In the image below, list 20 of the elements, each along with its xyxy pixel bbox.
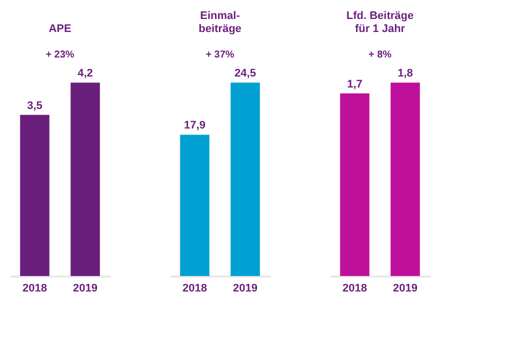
data-label: 1,8 xyxy=(398,68,413,80)
data-label: 17,9 xyxy=(184,120,206,132)
x-tick-label: 2018 xyxy=(22,282,47,294)
text: + 8% xyxy=(368,49,392,60)
text: beiträge xyxy=(198,23,242,35)
data-label: 4,2 xyxy=(78,68,93,80)
chart-title: APE xyxy=(48,23,72,35)
text: + 23% xyxy=(46,49,74,60)
x-tick-label: 2019 xyxy=(393,282,418,294)
text: Lfd. Beiträge xyxy=(346,10,414,22)
data-label: 1,7 xyxy=(347,78,362,90)
text: Einmal- xyxy=(200,10,240,22)
data-label: 24,5 xyxy=(234,68,256,80)
x-tick-label: 2018 xyxy=(342,282,367,294)
x-tick-label: 2019 xyxy=(233,282,258,294)
text: für 1 Jahr xyxy=(354,23,406,35)
x-tick-label: 2019 xyxy=(73,282,98,294)
x-tick-label: 2018 xyxy=(182,282,207,294)
data-label: 3,5 xyxy=(27,100,42,112)
text: + 37% xyxy=(206,49,234,60)
